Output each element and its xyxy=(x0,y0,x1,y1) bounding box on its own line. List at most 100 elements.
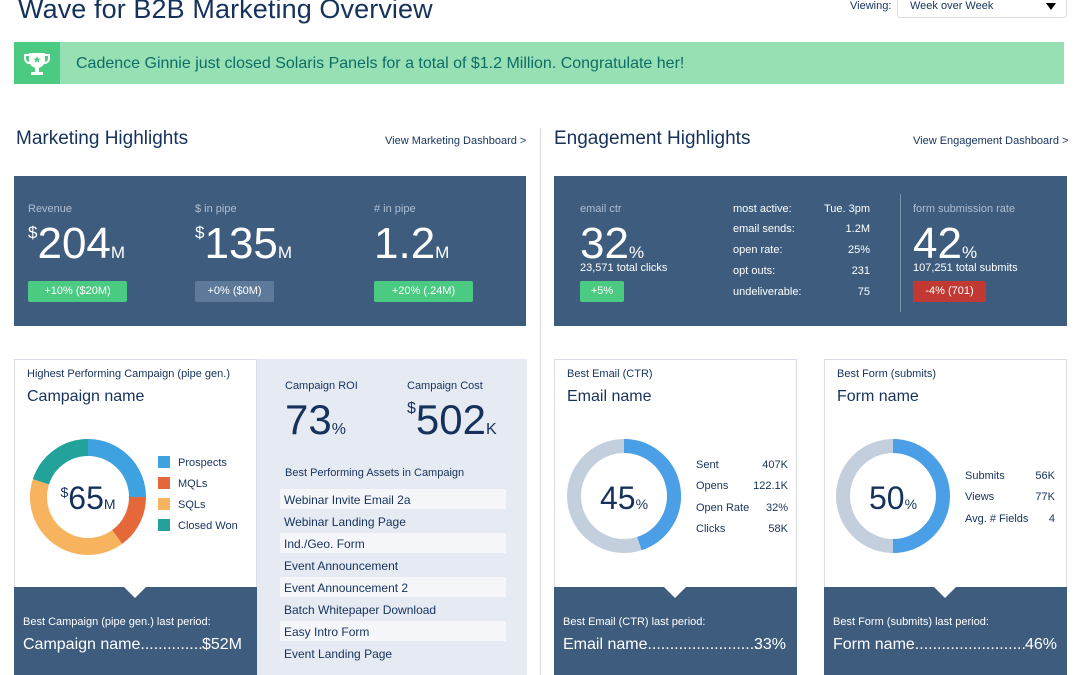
stat-value-open-rate: 25% xyxy=(847,244,870,256)
kpi-change-email-ctr: +5% xyxy=(580,281,624,302)
legend-swatch-sqls xyxy=(158,498,170,511)
asset-item[interactable]: Event Announcement xyxy=(280,555,506,575)
stat-label-most-active: most active: xyxy=(733,203,792,215)
campaign-roi-label: Campaign ROI xyxy=(285,380,358,392)
donut-segment-closed-won xyxy=(32,439,89,485)
legend-item-closed-won: Closed Won xyxy=(158,519,238,534)
announcement-banner: Cadence Ginnie just closed Solaris Panel… xyxy=(14,42,1064,84)
email-stat-value-opens: 122.1K xyxy=(753,480,788,492)
kpi-change-form-rate: -4% (701) xyxy=(913,281,986,302)
asset-item[interactable]: Event Landing Page xyxy=(280,643,506,663)
assets-list: Webinar Invite Email 2a Webinar Landing … xyxy=(280,489,506,663)
form-stat-label-submits: Submits xyxy=(965,470,1005,482)
view-marketing-dashboard-link[interactable]: View Marketing Dashboard > xyxy=(385,135,527,147)
kpi-value-pipe-dollars: $135M xyxy=(195,219,293,268)
email-footer-label: Best Email (CTR) last period: xyxy=(563,616,706,628)
email-footer-value: 33% xyxy=(753,636,786,653)
form-ring-center: 50% xyxy=(868,480,918,516)
form-stat-label-views: Views xyxy=(965,491,995,503)
form-stat-value-avg-fields: 4 xyxy=(1048,513,1055,525)
campaign-card-footer: Best Campaign (pipe gen.) last period: C… xyxy=(14,587,257,675)
kpi-label-form-rate: form submission rate xyxy=(913,203,1016,215)
kpi-separator xyxy=(900,194,901,312)
stat-label-opt-outs: opt outs: xyxy=(733,265,776,277)
campaign-card-name[interactable]: Campaign name xyxy=(27,388,145,405)
campaign-donut-chart xyxy=(30,439,146,555)
form-stat-label-avg-fields: Avg. # Fields xyxy=(965,513,1029,525)
form-stat-value-views: 77K xyxy=(1035,491,1055,503)
email-stat-value-open-rate: 32% xyxy=(765,502,788,514)
email-ring-chart xyxy=(567,439,681,553)
column-divider xyxy=(540,128,541,675)
asset-item[interactable]: Webinar Landing Page xyxy=(280,511,506,531)
asset-item[interactable]: Ind./Geo. Form xyxy=(280,533,506,553)
campaign-roi-value: 73% xyxy=(285,396,346,443)
form-ring-chart xyxy=(836,439,950,553)
page-title: Wave for B2B Marketing Overview xyxy=(18,0,433,24)
asset-item[interactable]: Batch Whitepaper Download xyxy=(280,599,506,619)
email-stat-label-clicks: Clicks xyxy=(696,523,726,535)
ring-progress xyxy=(892,439,950,553)
stat-value-email-sends: 1.2M xyxy=(845,223,870,235)
kpi-label-revenue: Revenue xyxy=(28,203,73,215)
assets-title: Best Performing Assets in Campaign xyxy=(285,467,465,479)
kpi-label-pipe-count: # in pipe xyxy=(374,203,416,215)
stat-label-undeliverable: undeliverable: xyxy=(733,286,802,298)
form-stat-value-submits: 56K xyxy=(1035,470,1055,482)
kpi-value-email-ctr: 32% xyxy=(580,219,645,268)
stat-label-email-sends: email sends: xyxy=(733,223,795,235)
stat-value-undeliverable: 75 xyxy=(857,286,870,298)
form-total-submits: 107,251 total submits xyxy=(913,262,1018,274)
email-stat-label-open-rate: Open Rate xyxy=(696,502,750,514)
footer-notch xyxy=(124,587,146,598)
email-total-clicks: 23,571 total clicks xyxy=(580,262,668,274)
banner-icon-box xyxy=(14,42,60,84)
email-card-footer: Best Email (CTR) last period: Email name… xyxy=(554,587,797,675)
kpi-value-pipe-count: 1.2M xyxy=(374,219,450,268)
campaign-footer-label: Best Campaign (pipe gen.) last period: xyxy=(23,616,211,628)
form-card: Best Form (submits) Form name 50% Submit… xyxy=(824,359,1067,675)
asset-item[interactable]: Event Announcement 2 xyxy=(280,577,506,597)
viewing-select-value: Week over Week xyxy=(910,0,994,12)
kpi-change-pipe-dollars: +0% ($0M) xyxy=(195,281,274,302)
stat-value-most-active: Tue. 3pm xyxy=(823,203,870,215)
stat-label-open-rate: open rate: xyxy=(733,244,783,256)
kpi-change-revenue: +10% ($20M) xyxy=(28,281,127,302)
kpi-label-pipe-dollars: $ in pipe xyxy=(195,203,237,215)
kpi-label-email-ctr: email ctr xyxy=(580,203,622,215)
donut-segment-prospects xyxy=(87,439,146,498)
asset-item[interactable]: Webinar Invite Email 2a xyxy=(280,489,506,509)
form-card-footer: Best Form (submits) last period: Form na… xyxy=(824,587,1067,675)
email-stat-value-sent: 407K xyxy=(762,459,788,471)
viewing-label: Viewing: xyxy=(850,0,892,12)
form-footer-label: Best Form (submits) last period: xyxy=(833,616,989,628)
viewing-select[interactable]: Week over Week xyxy=(897,0,1067,18)
campaign-card: Highest Performing Campaign (pipe gen.) … xyxy=(14,359,257,675)
campaign-cost-value: $502K xyxy=(407,396,497,443)
view-engagement-dashboard-link[interactable]: View Engagement Dashboard > xyxy=(913,135,1069,147)
legend-item-prospects: Prospects xyxy=(158,456,238,471)
legend-swatch-closed-won xyxy=(158,519,170,532)
donut-segment-sqls xyxy=(30,479,123,555)
trophy-icon xyxy=(24,53,50,75)
campaign-donut-center: $65M xyxy=(60,480,116,516)
marketing-highlights-title: Marketing Highlights xyxy=(16,128,189,149)
email-card-label: Best Email (CTR) xyxy=(567,368,653,380)
stat-value-opt-outs: 231 xyxy=(851,265,870,277)
marketing-kpi-panel: Revenue $204M +10% ($20M) $ in pipe $135… xyxy=(14,176,526,326)
form-footer-value: 46% xyxy=(1024,636,1057,653)
kpi-change-pipe-count: +20% (.24M) xyxy=(374,281,473,302)
email-ring-center: 45% xyxy=(599,480,649,516)
campaign-cost-label: Campaign Cost xyxy=(407,380,483,392)
footer-notch xyxy=(664,587,686,598)
engagement-highlights-title: Engagement Highlights xyxy=(554,128,751,149)
campaign-roi-panel: Campaign ROI 73% Campaign Cost $502K Bes… xyxy=(257,359,527,675)
email-stat-label-sent: Sent xyxy=(696,459,719,471)
email-stat-label-opens: Opens xyxy=(696,480,729,492)
campaign-footer-value: $52M xyxy=(201,636,242,653)
form-card-name[interactable]: Form name xyxy=(837,388,919,405)
form-footer-name: Form name......................... xyxy=(833,636,1026,653)
ring-progress xyxy=(623,439,681,551)
email-card-name[interactable]: Email name xyxy=(567,388,652,405)
asset-item[interactable]: Easy Intro Form xyxy=(280,621,506,641)
